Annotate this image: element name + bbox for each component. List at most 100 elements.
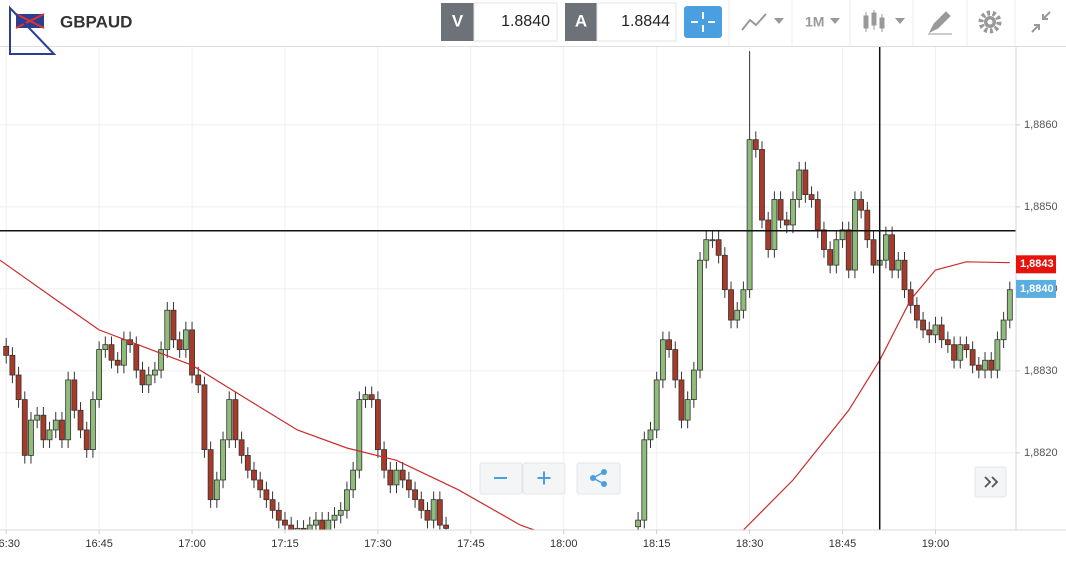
candle-body bbox=[52, 419, 59, 431]
candle-body bbox=[238, 439, 245, 456]
candle-body bbox=[827, 249, 834, 266]
candle-body bbox=[90, 399, 96, 451]
settings-button[interactable] bbox=[978, 10, 1002, 34]
candle-body bbox=[709, 239, 716, 242]
candle-body bbox=[864, 209, 871, 241]
chart-type-button[interactable] bbox=[741, 13, 784, 31]
candle-body bbox=[690, 369, 697, 401]
x-tick-label: 17:45 bbox=[457, 538, 485, 550]
candle-body bbox=[697, 259, 703, 371]
candle-body bbox=[102, 344, 109, 350]
candle-body bbox=[40, 414, 47, 441]
candle-body bbox=[182, 329, 189, 350]
candle-body bbox=[752, 139, 759, 150]
candle-body bbox=[982, 359, 988, 371]
candle-body bbox=[424, 509, 431, 521]
x-tick-label: 17:30 bbox=[364, 538, 392, 550]
x-tick-label: 18:45 bbox=[829, 538, 857, 550]
candle-body bbox=[325, 519, 332, 530]
candle-body bbox=[895, 259, 902, 271]
price-badge-label: 1,8840 bbox=[1020, 283, 1054, 295]
candle-body bbox=[808, 194, 815, 200]
candle-body bbox=[15, 374, 22, 401]
candle-body bbox=[46, 429, 53, 441]
axes: 1,8820 1,8830 1,8840 1,8850 1,8860 16:30 16:45… bbox=[0, 119, 1058, 550]
candle-body bbox=[220, 439, 226, 481]
candle-body bbox=[381, 449, 387, 471]
candle-body bbox=[963, 344, 970, 350]
candle-body bbox=[139, 369, 146, 386]
candle-body bbox=[121, 339, 127, 366]
candle-body bbox=[883, 234, 889, 261]
candle-body bbox=[975, 364, 982, 371]
candle-body bbox=[337, 509, 344, 516]
candle-body bbox=[418, 499, 425, 511]
candle-body bbox=[938, 324, 945, 341]
candle-body bbox=[647, 429, 654, 441]
timeframe[interactable]: 1M bbox=[805, 14, 824, 30]
candle-body bbox=[170, 309, 177, 341]
candle-body bbox=[133, 344, 140, 371]
ask-button[interactable] bbox=[565, 3, 597, 41]
candle-body bbox=[387, 469, 394, 486]
y-tick-label: 1,8860 bbox=[1024, 119, 1058, 131]
candle-body bbox=[151, 369, 158, 376]
candle-body bbox=[951, 344, 957, 361]
price-badge-label: 1,8843 bbox=[1020, 258, 1054, 270]
candle-body bbox=[189, 329, 195, 376]
candle-body bbox=[412, 489, 418, 501]
candle-body bbox=[653, 379, 660, 431]
candle-body bbox=[368, 394, 375, 401]
candle-body bbox=[362, 394, 369, 401]
x-tick-label: 17:15 bbox=[271, 538, 299, 550]
symbol: GBPAUD bbox=[60, 12, 132, 31]
candle-button[interactable] bbox=[863, 10, 905, 32]
x-tick-label: 18:00 bbox=[550, 538, 578, 550]
candle-body bbox=[244, 454, 251, 471]
candle-body bbox=[114, 359, 121, 366]
candle-body bbox=[988, 359, 995, 371]
crosshair-button[interactable] bbox=[684, 6, 722, 38]
candle-body bbox=[821, 229, 827, 250]
candle-body bbox=[777, 199, 784, 221]
candle-body bbox=[96, 349, 103, 401]
logo bbox=[9, 5, 57, 55]
candle-body bbox=[839, 229, 846, 241]
scroll-end-button[interactable] bbox=[974, 466, 1007, 498]
grid bbox=[0, 47, 1016, 530]
candle-body bbox=[313, 519, 319, 526]
candle-body bbox=[666, 339, 672, 350]
share-button[interactable] bbox=[576, 462, 621, 495]
candle-body bbox=[356, 399, 363, 471]
candle-body bbox=[715, 239, 722, 256]
candle-body bbox=[703, 239, 710, 261]
zoom-out-button[interactable] bbox=[479, 462, 523, 495]
bid-label: V bbox=[452, 11, 464, 30]
candle-body bbox=[405, 479, 412, 491]
candle-body bbox=[399, 469, 406, 481]
candle-body bbox=[672, 349, 679, 381]
draw-button[interactable] bbox=[928, 11, 952, 35]
ask-price: 1.8844 bbox=[621, 13, 670, 30]
collapse-button[interactable] bbox=[1031, 11, 1051, 33]
candle-body bbox=[213, 479, 220, 501]
zoom-in-button[interactable] bbox=[522, 462, 566, 495]
candle-body bbox=[3, 345, 10, 356]
candle-body bbox=[257, 479, 264, 491]
price-badge bbox=[1016, 279, 1056, 298]
candle-body bbox=[350, 469, 357, 491]
x-tick-label: 18:30 bbox=[736, 538, 764, 550]
x-tick-label: 19:00 bbox=[922, 538, 950, 550]
candle-body bbox=[635, 519, 641, 528]
candle-body bbox=[870, 239, 877, 266]
candle-body bbox=[833, 239, 840, 266]
candle-body bbox=[269, 499, 276, 511]
x-tick-label: 16:30 bbox=[0, 538, 20, 550]
candle-body bbox=[251, 469, 257, 481]
candle-body bbox=[436, 499, 443, 526]
candle-body bbox=[108, 344, 115, 361]
bid-button[interactable] bbox=[441, 3, 474, 41]
candle-body bbox=[65, 379, 72, 441]
